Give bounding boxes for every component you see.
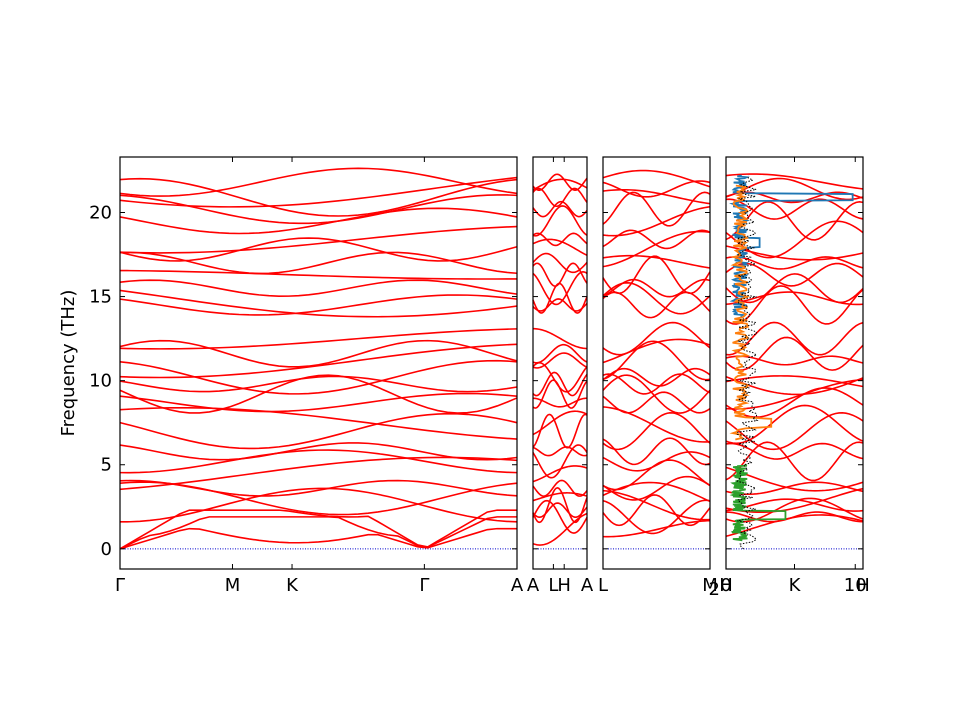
band-line — [533, 414, 587, 447]
band-line — [533, 254, 587, 273]
band-line — [603, 232, 710, 267]
y-tick-label: 15 — [89, 287, 112, 308]
band-line — [120, 376, 517, 391]
high-symmetry-label: K — [286, 575, 299, 596]
dos-x-tick-label: 0 — [720, 575, 731, 596]
band-line — [533, 372, 587, 395]
band-line — [120, 529, 517, 549]
band-line — [603, 483, 710, 502]
band-line — [533, 206, 587, 236]
band-line — [603, 192, 710, 225]
band-line — [603, 280, 710, 297]
band-panel-3 — [603, 157, 710, 569]
y-tick-label: 20 — [89, 202, 112, 223]
high-symmetry-label: L — [598, 575, 608, 596]
band-panel-2 — [533, 157, 587, 569]
dos-prefix-label: 2 — [709, 579, 720, 600]
band-line — [726, 444, 863, 460]
high-symmetry-label: K — [789, 575, 802, 596]
band-line — [603, 230, 710, 248]
y-tick-label: 5 — [101, 455, 112, 476]
band-line — [120, 394, 517, 412]
high-symmetry-label: H — [557, 575, 571, 596]
band-line — [603, 190, 710, 204]
axes-layer — [120, 157, 863, 569]
y-tick-label: 0 — [101, 539, 112, 560]
band-line — [603, 323, 710, 355]
band-panel-1 — [120, 157, 517, 569]
band-line — [120, 517, 517, 549]
dos-x-tick-label: 10 — [844, 575, 867, 596]
band-line — [603, 339, 710, 362]
band-line — [120, 252, 517, 273]
band-line — [120, 271, 517, 279]
band-line — [533, 284, 587, 314]
band-line — [120, 329, 517, 349]
band-line — [603, 374, 710, 394]
band-line — [726, 356, 863, 365]
band-line — [603, 392, 710, 413]
dos-curves-layer — [732, 176, 852, 549]
band-line — [120, 280, 517, 296]
band-line — [603, 283, 710, 314]
band-line — [726, 337, 863, 370]
band-line — [120, 443, 517, 460]
band-line — [533, 233, 587, 245]
high-symmetry-label: M — [225, 575, 241, 596]
band-line — [120, 295, 517, 315]
high-symmetry-label: Γ — [115, 575, 125, 596]
band-line — [603, 171, 710, 187]
band-line — [120, 238, 517, 261]
band-line — [603, 181, 710, 197]
band-line — [726, 221, 863, 257]
band-line — [603, 521, 710, 537]
high-symmetry-label: A — [511, 575, 524, 596]
y-axis-title: Frequency (THz) — [58, 290, 79, 437]
band-line — [603, 292, 710, 317]
band-line — [603, 341, 710, 379]
band-line — [120, 414, 517, 449]
high-symmetry-label: A — [527, 575, 540, 596]
band-line — [533, 447, 587, 456]
band-line — [120, 450, 517, 473]
band-line — [533, 174, 587, 190]
band-line — [533, 299, 587, 311]
high-symmetry-label: A — [581, 575, 594, 596]
band-line — [533, 380, 587, 408]
band-line — [603, 438, 710, 464]
band-line — [120, 227, 517, 253]
high-symmetry-label: Γ — [419, 575, 429, 596]
band-curves-layer — [120, 157, 863, 569]
band-line — [533, 239, 587, 255]
y-tick-label: 10 — [89, 371, 112, 392]
band-line — [603, 413, 710, 450]
band-line — [533, 188, 587, 206]
band-line — [603, 500, 710, 533]
